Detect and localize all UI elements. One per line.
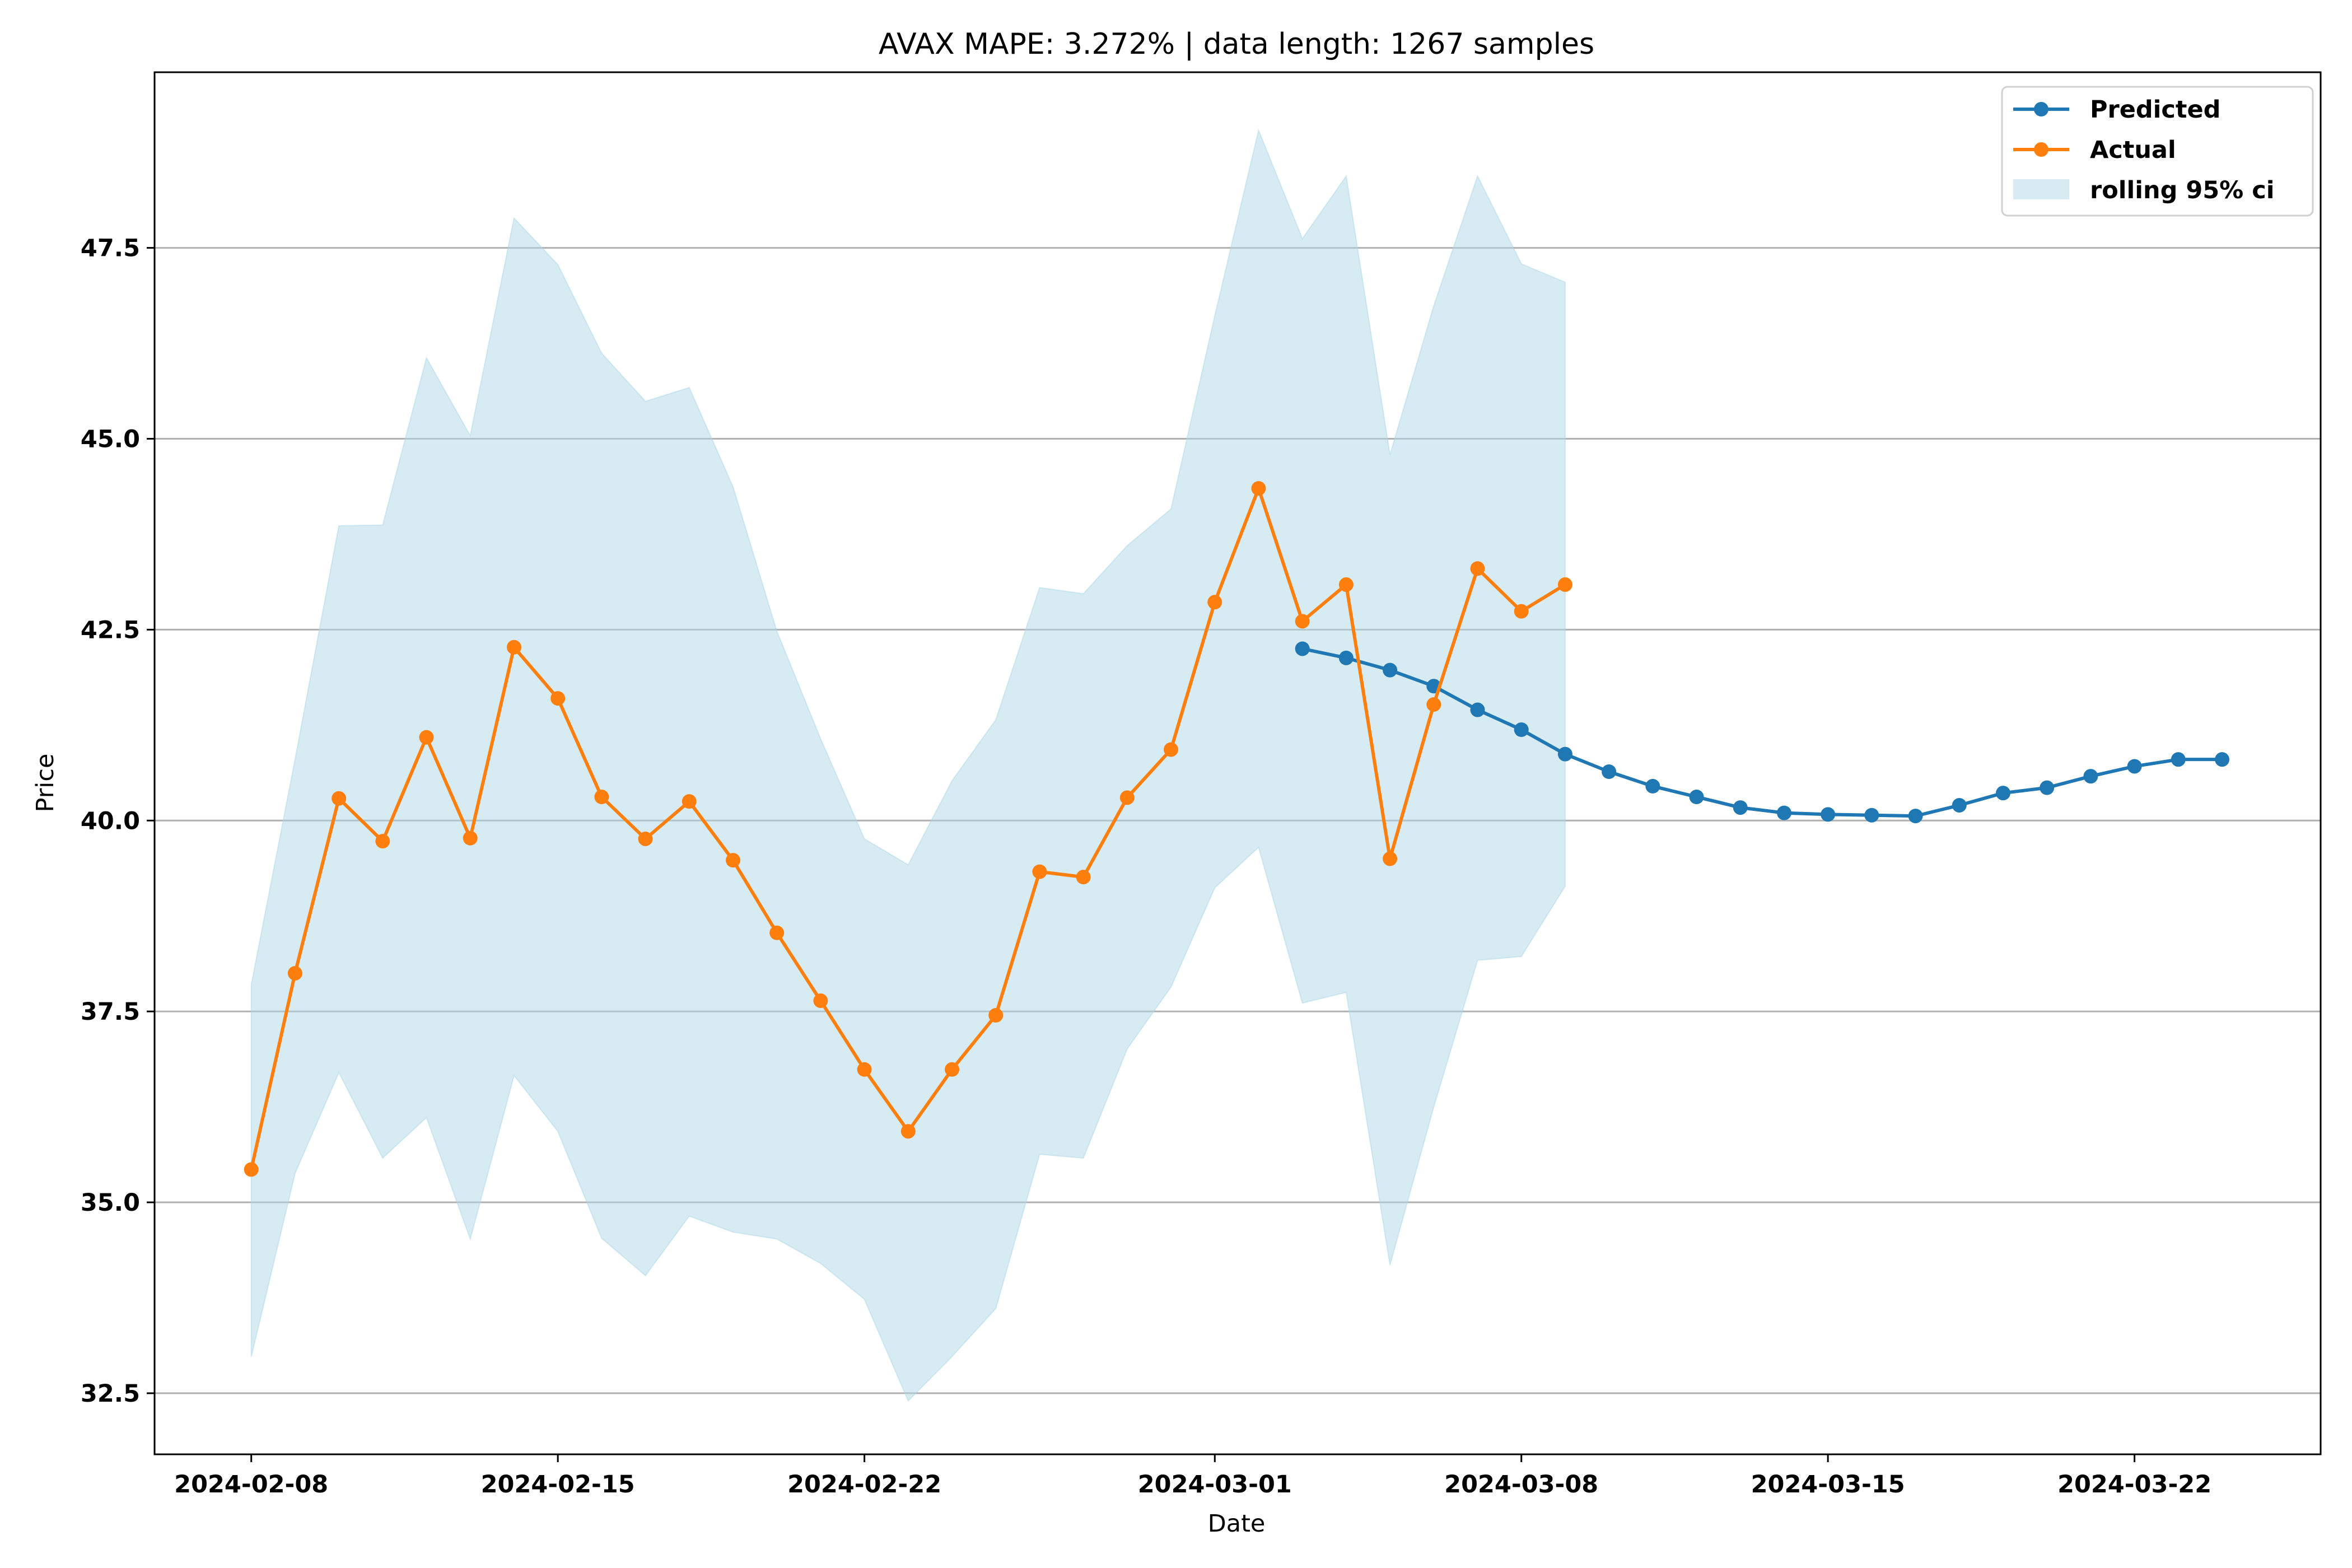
predicted-point <box>2215 752 2230 767</box>
x-tick-label: 2024-03-22 <box>2057 1471 2211 1499</box>
predicted-point <box>1689 789 1704 804</box>
series-predicted <box>1295 641 2230 824</box>
actual-point <box>1295 614 1310 629</box>
predicted-point <box>1557 746 1572 762</box>
actual-point <box>857 1062 872 1077</box>
actual-point <box>1338 577 1354 592</box>
actual-point <box>463 830 478 846</box>
legend-predicted-label: Predicted <box>2090 96 2220 124</box>
x-axis-title: Date <box>1208 1510 1266 1538</box>
predicted-point <box>2127 759 2142 774</box>
y-tick-label: 42.5 <box>81 616 140 644</box>
actual-point <box>1251 481 1266 496</box>
predicted-point <box>1383 662 1398 678</box>
predicted-point <box>1908 809 1923 824</box>
actual-point <box>769 925 785 940</box>
x-tick-label: 2024-03-01 <box>1138 1471 1292 1499</box>
predicted-line <box>1302 647 2223 818</box>
actual-point <box>1470 561 1485 576</box>
predicted-point <box>1602 764 1617 779</box>
x-tick-label: 2024-02-08 <box>174 1471 328 1499</box>
actual-point <box>638 831 653 846</box>
predicted-point <box>1338 650 1354 665</box>
series-layer <box>244 481 2230 1177</box>
x-tick-label: 2024-03-08 <box>1444 1471 1598 1499</box>
actual-point <box>1119 790 1135 805</box>
actual-point <box>287 965 302 981</box>
y-tick-label: 37.5 <box>81 998 140 1026</box>
legend-actual-marker <box>2034 142 2048 157</box>
actual-point <box>1383 851 1398 866</box>
predicted-point <box>2040 780 2055 795</box>
predicted-point <box>2083 769 2098 784</box>
legend-box <box>2001 86 2314 217</box>
plot-frame <box>153 71 2322 1455</box>
predicted-point <box>1295 641 1310 656</box>
actual-point <box>682 794 697 809</box>
ci-band-layer <box>250 128 1566 1402</box>
predicted-point <box>1952 797 1967 813</box>
ci-band <box>250 128 1566 1402</box>
series-actual <box>244 481 1572 1177</box>
actual-point <box>1032 864 1047 879</box>
actual-point <box>550 691 566 706</box>
legend: Predicted Actual rolling 95% ci <box>2001 86 2314 217</box>
actual-point <box>1426 697 1441 712</box>
legend-ci-label: rolling 95% ci <box>2090 176 2274 204</box>
actual-point <box>988 1007 1004 1023</box>
legend-actual-label: Actual <box>2090 136 2176 164</box>
actual-point <box>419 730 434 745</box>
x-tick-label: 2024-02-15 <box>481 1471 635 1499</box>
predicted-point <box>1821 807 1836 822</box>
legend-predicted-marker <box>2034 102 2048 116</box>
predicted-point <box>1514 722 1529 738</box>
x-tick-label: 2024-02-22 <box>787 1471 941 1499</box>
actual-point <box>1076 870 1091 885</box>
actual-point <box>506 640 521 655</box>
y-axis-title: Price <box>31 754 59 813</box>
actual-point <box>244 1162 259 1177</box>
predicted-point <box>1733 800 1748 815</box>
actual-point <box>1207 595 1222 610</box>
y-tick-label: 35.0 <box>81 1189 140 1217</box>
actual-point <box>813 993 828 1009</box>
actual-point <box>332 791 347 806</box>
actual-point <box>900 1124 916 1139</box>
x-axis-ticks: 2024-02-08 2024-02-15 2024-02-22 2024-03-01… <box>174 1454 2211 1499</box>
y-tick-label: 40.0 <box>81 807 140 835</box>
predicted-point <box>2171 752 2186 767</box>
actual-point <box>375 834 390 849</box>
y-tick-label: 47.5 <box>81 235 140 263</box>
legend-ci-swatch <box>2013 179 2069 199</box>
actual-point <box>594 789 609 804</box>
y-tick-label: 32.5 <box>81 1380 140 1408</box>
predicted-point <box>1995 786 2010 801</box>
chart-title: AVAX MAPE: 3.272% | data length: 1267 sa… <box>879 27 1594 61</box>
x-tick-label: 2024-03-15 <box>1751 1471 1905 1499</box>
predicted-point <box>1470 702 1485 717</box>
y-tick-label: 45.0 <box>81 425 140 453</box>
actual-point <box>945 1062 960 1077</box>
predicted-point <box>1864 808 1879 823</box>
actual-point <box>1164 742 1179 757</box>
predicted-point <box>1645 778 1660 794</box>
predicted-point <box>1776 805 1791 820</box>
actual-point <box>725 853 740 868</box>
actual-point <box>1514 604 1529 619</box>
y-axis-ticks: 32.5 35.0 37.5 40.0 42.5 45.0 47.5 <box>81 235 155 1408</box>
actual-point <box>1557 577 1572 592</box>
